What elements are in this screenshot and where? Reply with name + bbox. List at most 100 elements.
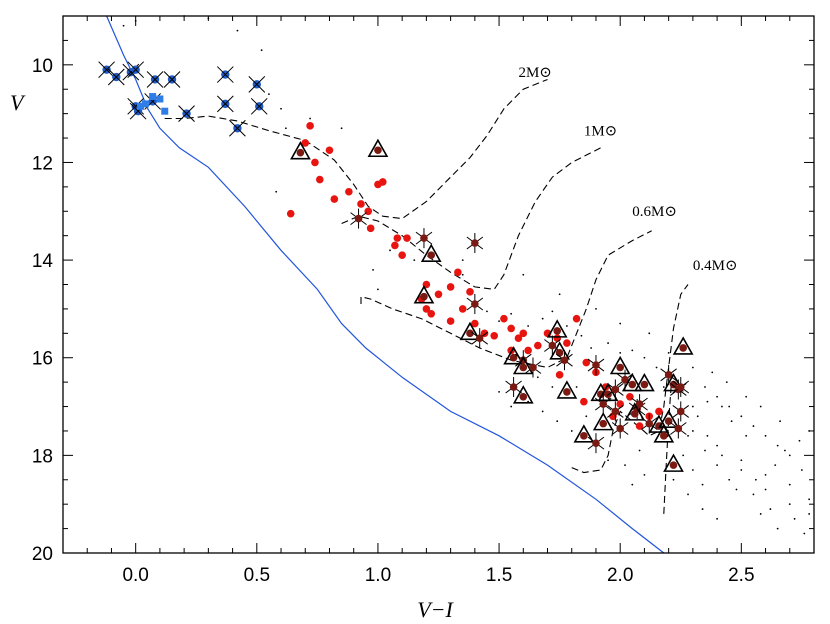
field-stars [122, 15, 811, 535]
dark-red-point [519, 363, 528, 372]
red-point [378, 178, 387, 186]
triangle-marker [648, 414, 670, 433]
red-point [286, 209, 295, 218]
red-point [446, 283, 455, 291]
red-point [393, 234, 402, 242]
field-star-dot [740, 415, 743, 418]
x-tick-label: 1.5 [486, 565, 512, 586]
dark-red-point [466, 329, 474, 338]
dark-red-point [374, 146, 382, 155]
x-tick-label: 0.0 [122, 565, 148, 586]
y-tick-label: 10 [32, 56, 53, 77]
cross-marker [98, 61, 115, 79]
field-star-dot [565, 325, 568, 327]
field-star-dot [575, 386, 578, 388]
field-star-dot [556, 420, 559, 423]
field-star-dot [527, 325, 530, 327]
triangle-marker [621, 372, 643, 392]
x-tick-label: 1.0 [365, 565, 391, 586]
evolutionary-track-1 [341, 147, 602, 290]
red-point [616, 400, 624, 408]
field-star-dot [764, 488, 767, 491]
red-point [507, 324, 515, 333]
field-star-dot [759, 405, 762, 408]
field-star-dot [372, 268, 374, 271]
zams-curve [106, 15, 665, 554]
dark-red-point [664, 371, 673, 379]
plot-frame [62, 15, 815, 554]
y-tick-label: 14 [32, 251, 54, 272]
y-tick-label: 18 [32, 446, 53, 467]
y-tick-label: 16 [32, 349, 53, 370]
field-star-dot [735, 488, 738, 491]
field-star-dot [745, 434, 748, 437]
field-star-dot [716, 464, 718, 467]
field-star-dot [800, 469, 803, 471]
red-point [572, 314, 581, 323]
x-tick-label: 2.5 [728, 565, 754, 586]
dark-red-point [354, 214, 363, 223]
evolutionary-track-4 [663, 386, 672, 514]
field-star-dot [236, 29, 239, 32]
dark-red-point [611, 407, 620, 416]
red-point [519, 329, 528, 338]
red-point [366, 224, 375, 233]
dark-red-point [475, 334, 484, 343]
dark-red-point [553, 327, 562, 335]
dark-red-point [621, 375, 629, 384]
triangle-marker [512, 385, 534, 404]
field-star-dot [551, 386, 554, 388]
dark-red-point [420, 292, 428, 301]
field-star-dot [721, 405, 723, 408]
triangle-marker [413, 285, 435, 304]
red-point [454, 268, 462, 277]
red-point [471, 319, 479, 328]
triangle-marker [367, 138, 389, 158]
field-star-dot [725, 381, 728, 384]
field-star-dot [541, 410, 544, 413]
red-point [480, 329, 489, 338]
blue-square-point [141, 100, 149, 108]
red-point [315, 175, 324, 184]
dark-red-point [509, 353, 518, 362]
field-star-dot [803, 532, 806, 535]
field-star-dot [808, 513, 811, 515]
dark-red-point [580, 432, 588, 440]
field-star-dot [648, 332, 651, 335]
track-label: 2M⊙ [518, 65, 551, 81]
field-star-dot [682, 454, 685, 457]
field-star-dot [595, 308, 597, 310]
red-point [524, 346, 532, 355]
cross-marker [216, 95, 234, 113]
triangle-marker [663, 453, 684, 472]
triangle-marker [556, 380, 578, 399]
field-star-dot [764, 473, 767, 476]
field-star-dot [728, 478, 731, 481]
dark-red-point [519, 392, 528, 401]
field-star-dot [691, 430, 694, 432]
dark-red-point [628, 380, 637, 389]
evolutionary-track-2 [360, 230, 652, 369]
dark-red-point [427, 251, 436, 260]
field-star-dot [619, 322, 622, 325]
field-star-dot [784, 449, 786, 452]
y-tick-label: 12 [32, 153, 53, 174]
red-point [500, 314, 508, 323]
field-star-dot [275, 190, 278, 193]
blue-square-point [149, 93, 157, 101]
red-point [655, 407, 663, 416]
cross-marker [229, 119, 246, 137]
field-star-dot [798, 439, 801, 442]
field-star-dot [788, 483, 791, 486]
field-star-dot [541, 317, 544, 320]
field-star-dot [691, 405, 694, 408]
field-star-dot [752, 493, 755, 496]
cross-marker [163, 71, 181, 88]
red-point [582, 358, 591, 367]
field-star-dot [759, 513, 762, 515]
blue-square-point [137, 102, 145, 110]
field-star-dot [745, 395, 748, 398]
field-star-dot [728, 405, 731, 408]
red-point [330, 195, 339, 203]
